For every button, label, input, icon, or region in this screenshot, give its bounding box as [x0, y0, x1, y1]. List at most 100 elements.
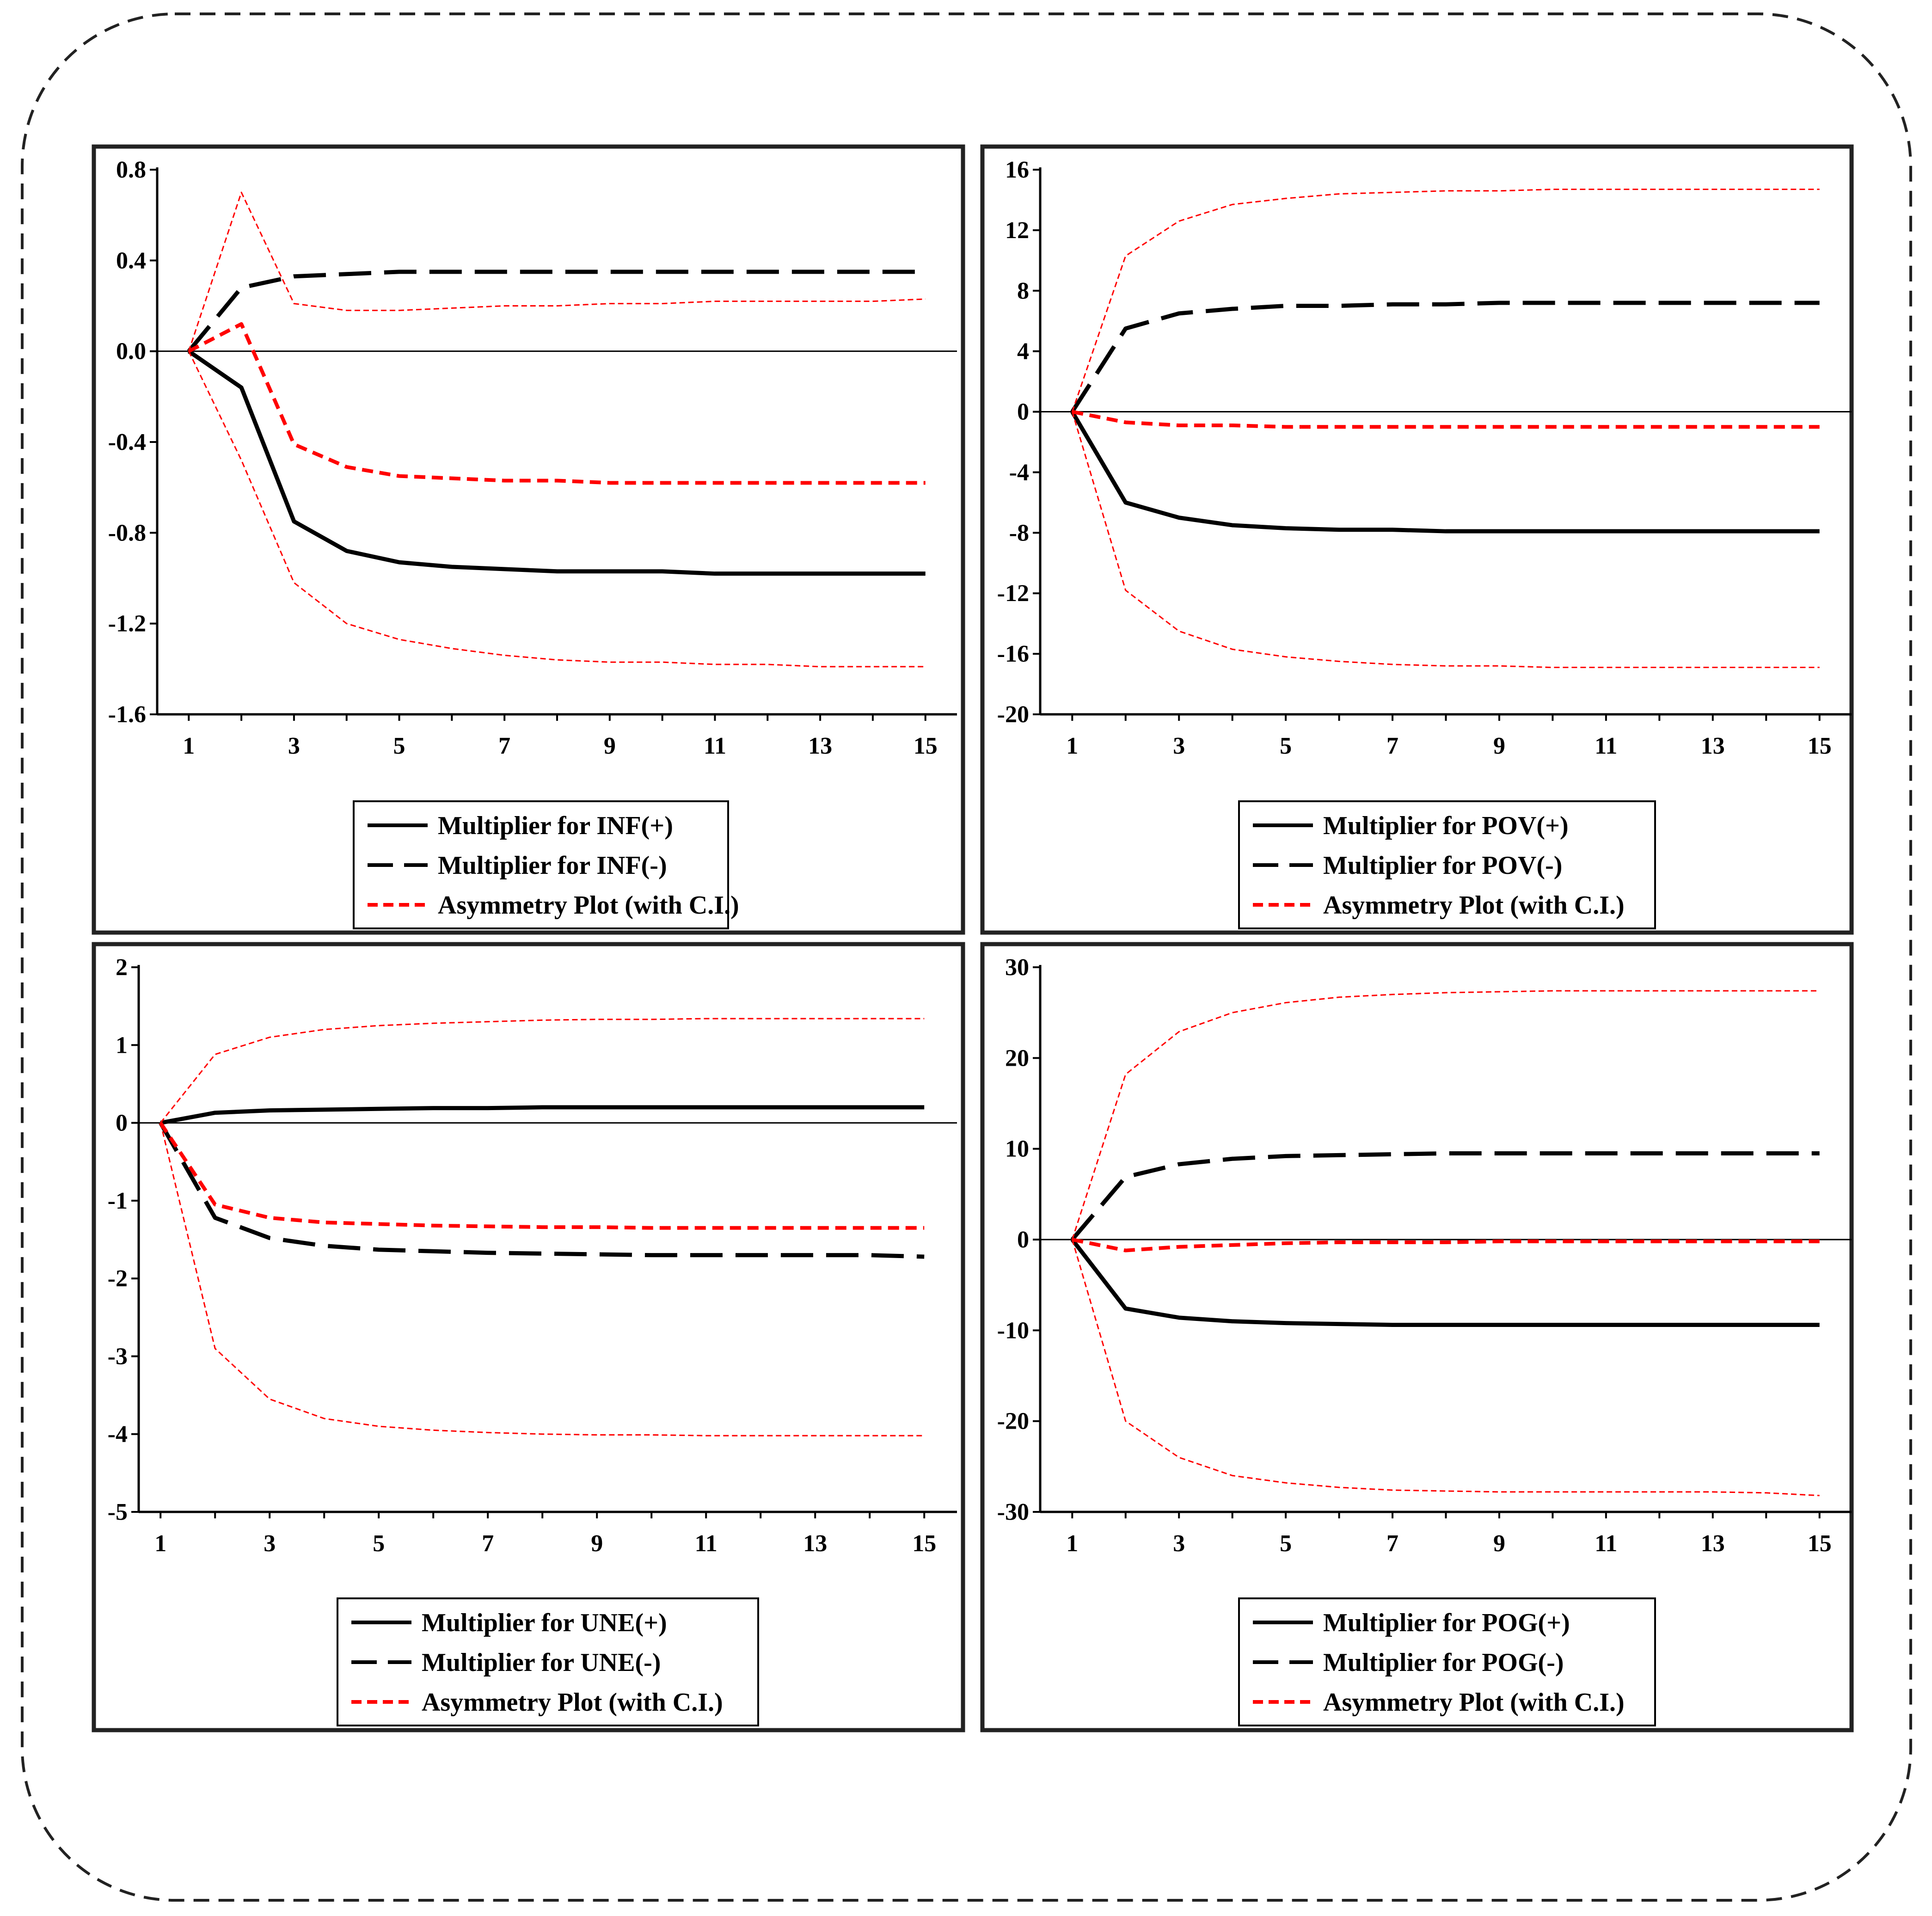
y-tick-label: 1 [116, 1032, 128, 1058]
x-tick-label: 11 [1595, 733, 1617, 759]
legend-label: Multiplier for INF(-) [438, 851, 667, 880]
x-tick-label: 13 [808, 733, 832, 759]
confidence-band-line [159, 1123, 925, 1437]
x-tick-label: 5 [393, 733, 405, 759]
legend: Multiplier for UNE(+) Multiplier for UNE(… [337, 1597, 759, 1726]
chart-panel-1: 0.80.40.0-0.4-0.8-1.2-1.61 3 5 7 9 11 13 15Mult… [92, 144, 965, 935]
y-tick-label: -0.4 [108, 429, 146, 455]
series-line-asymmetry-plot-with-c-i- [188, 322, 926, 485]
x-tick-label: 11 [695, 1530, 718, 1557]
x-tick-label: 7 [482, 1530, 494, 1557]
legend: Multiplier for POV(+) Multiplier for POV(… [1238, 800, 1656, 929]
x-tick-label: 15 [1808, 1530, 1832, 1557]
legend-label: Multiplier for POV(+) [1323, 811, 1569, 840]
legend-label: Multiplier for INF(+) [438, 811, 673, 840]
y-tick-label: -1.2 [108, 611, 146, 637]
y-tick-label: -4 [108, 1421, 128, 1448]
y-tick-label: 0.4 [116, 247, 146, 274]
y-tick-label: 16 [1005, 157, 1029, 183]
confidence-band-line [1071, 411, 1820, 669]
legend-label: Multiplier for UNE(+) [422, 1609, 667, 1637]
legend: Multiplier for INF(+) Multiplier for INF(… [353, 800, 739, 929]
legend: Multiplier for POG(+) Multiplier for POG(… [1238, 1597, 1656, 1726]
x-tick-label: 1 [1066, 733, 1078, 759]
x-tick-label: 3 [1173, 733, 1185, 759]
legend-label: Asymmetry Plot (with C.I.) [438, 891, 739, 920]
x-tick-label: 13 [1701, 733, 1725, 759]
x-tick-label: 11 [704, 733, 726, 759]
legend-label: Multiplier for POG(-) [1323, 1648, 1564, 1677]
x-tick-label: 5 [1280, 1530, 1292, 1557]
x-tick-label: 5 [1280, 733, 1292, 759]
series-line-asymmetry-plot-with-c-i- [1072, 1238, 1820, 1253]
y-tick-label: -16 [997, 641, 1029, 667]
y-tick-label: 30 [1005, 954, 1029, 981]
x-tick-label: 7 [1386, 1530, 1398, 1557]
y-tick-label: -8 [1009, 520, 1029, 546]
y-tick-label: -5 [108, 1499, 128, 1525]
y-tick-label: -30 [997, 1499, 1029, 1525]
x-tick-label: 3 [1173, 1530, 1185, 1557]
x-tick-label: 13 [803, 1530, 827, 1557]
series-line-multiplier-for-une- [160, 1105, 925, 1125]
y-tick-label: 0 [1017, 399, 1029, 425]
confidence-band-line [1071, 990, 1820, 1240]
y-tick-label: 0 [1017, 1227, 1029, 1253]
y-tick-label: -0.8 [108, 520, 146, 546]
series-line-multiplier-for-inf- [187, 270, 926, 353]
y-tick-label: -1.6 [108, 701, 146, 728]
y-tick-label: -20 [997, 701, 1029, 728]
x-tick-label: 3 [288, 733, 300, 759]
x-tick-label: 9 [1493, 733, 1505, 759]
series-line-multiplier-for-pov- [1070, 411, 1820, 534]
legend-label: Asymmetry Plot (with C.I.) [1323, 1688, 1625, 1717]
x-tick-label: 9 [591, 1530, 603, 1557]
legend-label: Asymmetry Plot (with C.I.) [1323, 891, 1625, 920]
x-tick-label: 15 [912, 1530, 936, 1557]
legend-label: Asymmetry Plot (with C.I.) [422, 1688, 723, 1717]
legend-label: Multiplier for POG(+) [1323, 1609, 1570, 1637]
x-tick-label: 9 [1493, 1530, 1505, 1557]
y-tick-label: 0 [116, 1110, 128, 1136]
x-tick-label: 7 [1386, 733, 1398, 759]
series-line-multiplier-for-inf- [187, 349, 926, 576]
x-tick-label: 11 [1595, 1530, 1617, 1557]
confidence-band-line [188, 351, 926, 668]
x-tick-label: 15 [1808, 733, 1832, 759]
series-line-multiplier-for-pog- [1070, 1151, 1820, 1241]
x-tick-label: 9 [604, 733, 616, 759]
y-tick-label: -20 [997, 1408, 1029, 1435]
legend-label: Multiplier for POV(-) [1323, 851, 1562, 880]
series-line-multiplier-for-une- [159, 1122, 925, 1259]
x-tick-label: 5 [373, 1530, 385, 1557]
x-tick-label: 1 [154, 1530, 166, 1557]
y-tick-label: -10 [997, 1317, 1029, 1344]
confidence-band-line [188, 191, 926, 352]
series-line-multiplier-for-pog- [1070, 1238, 1820, 1327]
y-tick-label: 10 [1005, 1136, 1029, 1162]
x-tick-label: 1 [183, 733, 195, 759]
series-line-multiplier-for-pov- [1070, 301, 1820, 413]
legend-label: Multiplier for UNE(-) [422, 1648, 661, 1677]
y-tick-label: 8 [1017, 278, 1029, 304]
confidence-band-line [1071, 1239, 1820, 1497]
x-tick-label: 3 [264, 1530, 276, 1557]
x-tick-label: 15 [914, 733, 938, 759]
y-tick-label: 12 [1005, 217, 1029, 244]
x-tick-label: 7 [498, 733, 510, 759]
y-tick-label: -1 [108, 1188, 128, 1214]
y-tick-label: 2 [116, 954, 128, 981]
series-line-asymmetry-plot-with-c-i- [159, 1122, 925, 1230]
y-tick-label: 0.0 [116, 338, 146, 365]
x-tick-label: 13 [1701, 1530, 1725, 1557]
y-tick-label: 4 [1017, 338, 1029, 365]
confidence-band-line [1071, 189, 1820, 412]
y-tick-label: -2 [108, 1265, 128, 1292]
confidence-band-line [160, 1018, 925, 1124]
y-tick-label: 0.8 [116, 157, 146, 183]
x-tick-label: 1 [1066, 1530, 1078, 1557]
